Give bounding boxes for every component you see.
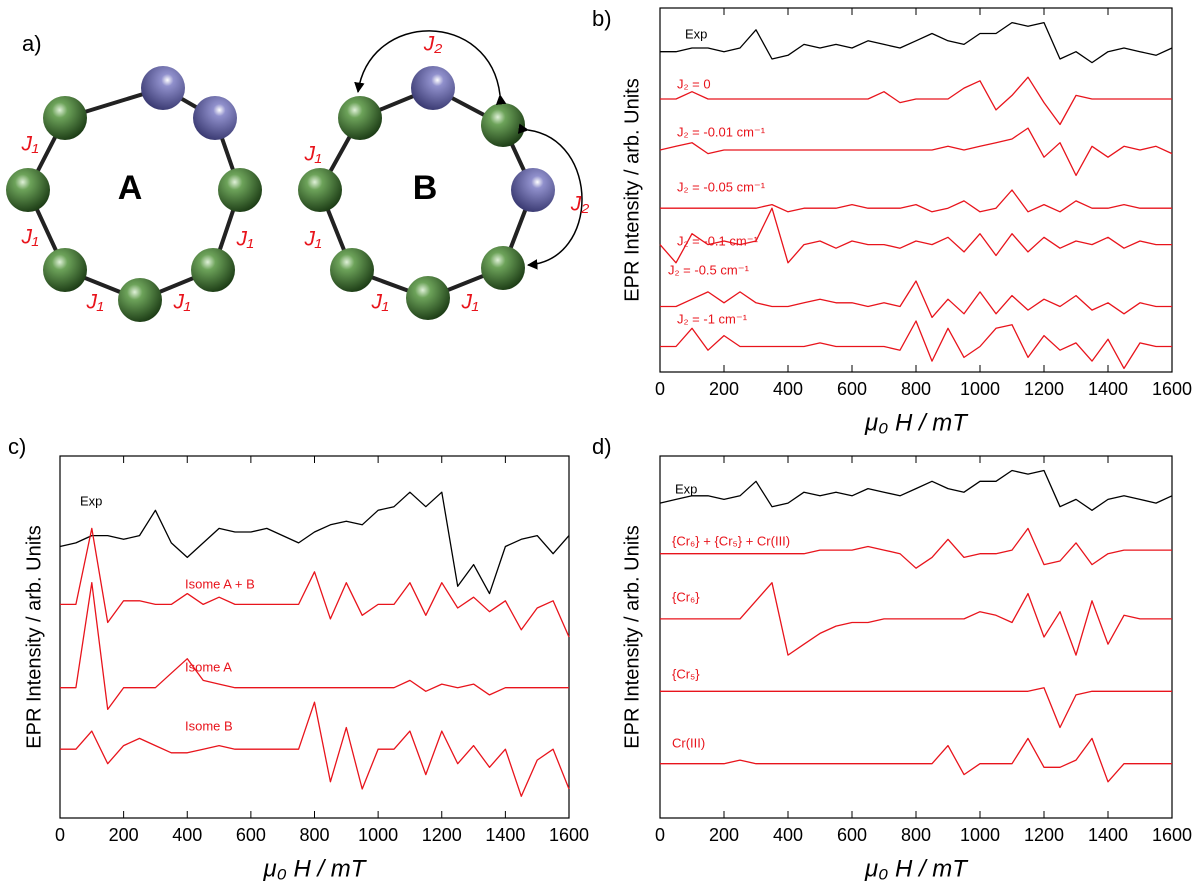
x-tick-label: 600 [837, 379, 867, 399]
ring-a [6, 66, 262, 322]
spectrum-line [60, 701, 570, 797]
x-tick-label: 0 [655, 379, 665, 399]
x-tick-label: 1600 [1152, 379, 1192, 399]
x-tick-label: 0 [55, 825, 65, 845]
spectrum-line [660, 76, 1172, 126]
ring-b [298, 30, 583, 320]
x-tick-label: 1000 [960, 379, 1000, 399]
x-axis-label: μ₀ H / mT [864, 409, 969, 436]
spectrum-line [660, 189, 1172, 213]
j1-label: J₁ [303, 228, 322, 251]
ring-label: A [118, 169, 143, 207]
x-axis-label: μ₀ H / mT [864, 855, 969, 882]
x-tick-label: 1200 [422, 825, 462, 845]
j2-label: J₂ [423, 33, 443, 56]
spectrum-line [660, 527, 1172, 569]
x-tick-label: 400 [172, 825, 202, 845]
spectrum-line [660, 687, 1172, 729]
series-label: J₂ = -0.01 cm⁻¹ [677, 124, 766, 139]
x-tick-label: 1200 [1024, 379, 1064, 399]
spectrum-line [660, 582, 1172, 656]
spectrum-line [659, 207, 1172, 264]
j1-label: J₁ [460, 291, 479, 314]
x-tick-label: 1200 [1024, 825, 1064, 845]
spectrum-line [659, 127, 1173, 177]
x-tick-label: 400 [773, 379, 803, 399]
x-tick-label: 800 [299, 825, 329, 845]
spectrum-line [659, 469, 1173, 511]
x-tick-label: 1400 [1088, 825, 1128, 845]
series-label: J₂ = -0.05 cm⁻¹ [677, 179, 766, 194]
j1-label: J₁ [172, 291, 191, 314]
j1-label: J₁ [85, 291, 104, 314]
series-label: {Cr₆} [672, 589, 700, 604]
x-axis-label: μ₀ H / mT [263, 855, 368, 882]
x-tick-label: 200 [709, 825, 739, 845]
series-label: {Cr₅} [672, 666, 700, 681]
series-label: Exp [675, 481, 697, 496]
j2-label: J₂ [570, 193, 590, 216]
j1-label: J₁ [20, 133, 39, 156]
spectrum-line [660, 21, 1173, 64]
y-axis-label: EPR Intensity / arb. Units [23, 525, 45, 748]
x-tick-label: 200 [709, 379, 739, 399]
x-tick-label: 0 [655, 825, 665, 845]
j1-label: J₁ [370, 291, 389, 314]
j1-label: J₁ [303, 143, 322, 166]
x-tick-label: 800 [901, 825, 931, 845]
panel-label: c) [8, 434, 26, 459]
x-tick-label: 1000 [960, 825, 1000, 845]
series-label: J₂ = 0 [677, 76, 711, 91]
x-tick-label: 400 [773, 825, 803, 845]
ring-label: B [413, 169, 438, 207]
x-tick-label: 600 [837, 825, 867, 845]
series-label: Isome B [185, 718, 233, 733]
series-label: J₂ = -1 cm⁻¹ [677, 311, 748, 326]
series-label: {Cr₆} + {Cr₅} + Cr(III) [672, 533, 790, 548]
series-label: Exp [685, 26, 707, 41]
spectrum-line [60, 527, 570, 638]
panel-label: a) [22, 31, 42, 56]
spectrum-line [59, 491, 570, 595]
x-tick-label: 1400 [1088, 379, 1128, 399]
x-tick-label: 1400 [485, 825, 525, 845]
spectrum-line [660, 737, 1172, 783]
spectrum-line [660, 280, 1172, 319]
x-tick-label: 1600 [1152, 825, 1192, 845]
spectrum-line [60, 582, 569, 711]
series-label: J₂ = -0.1 cm⁻¹ [677, 233, 759, 248]
series-label: Exp [80, 493, 102, 508]
x-tick-label: 1600 [549, 825, 589, 845]
series-label: J₂ = -0.5 cm⁻¹ [668, 262, 750, 277]
series-label: Isome A + B [185, 576, 255, 591]
y-axis-label: EPR Intensity / arb. Units [621, 78, 643, 301]
panel-label: d) [592, 434, 612, 459]
spectrum-line [660, 320, 1172, 370]
x-tick-label: 600 [236, 825, 266, 845]
x-tick-label: 800 [901, 379, 931, 399]
series-label: Isome A [185, 659, 232, 674]
panel-label: b) [592, 6, 612, 31]
x-tick-label: 1000 [358, 825, 398, 845]
series-label: Cr(III) [672, 735, 705, 750]
j1-label: J₁ [235, 228, 254, 251]
y-axis-label: EPR Intensity / arb. Units [621, 525, 643, 748]
j1-label: J₁ [20, 226, 39, 249]
x-tick-label: 200 [109, 825, 139, 845]
